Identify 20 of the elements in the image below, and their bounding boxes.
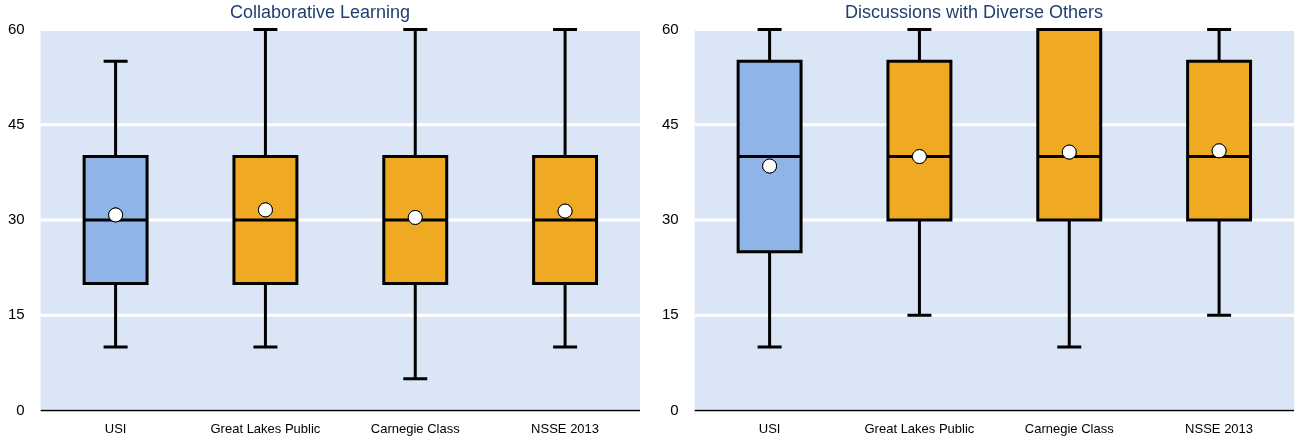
x-tick-label: Carnegie Class (1024, 420, 1115, 436)
y-tick-label: 0 (16, 400, 25, 418)
y-tick-label: 15 (8, 305, 25, 323)
x-tick-label: Carnegie Class (370, 420, 461, 436)
x-tick-label: USI (758, 420, 781, 436)
x-tick-label: Great Lakes Public (210, 420, 321, 436)
y-tick-label: 30 (662, 210, 679, 228)
x-tick-label: NSSE 2013 (1185, 420, 1254, 436)
y-tick-label: 45 (8, 114, 25, 132)
x-tick-label: USI (104, 420, 127, 436)
chart-title: Discussions with Diverse Others (844, 1, 1104, 22)
y-tick-label: 60 (8, 19, 25, 37)
chart-title: Collaborative Learning (229, 1, 411, 22)
y-tick-label: 15 (662, 305, 679, 323)
x-tick-label: NSSE 2013 (531, 420, 600, 436)
x-tick-label: Great Lakes Public (864, 420, 975, 436)
y-tick-label: 30 (8, 210, 25, 228)
y-tick-label: 60 (662, 19, 679, 37)
y-tick-label: 0 (670, 400, 679, 418)
y-tick-label: 45 (662, 114, 679, 132)
